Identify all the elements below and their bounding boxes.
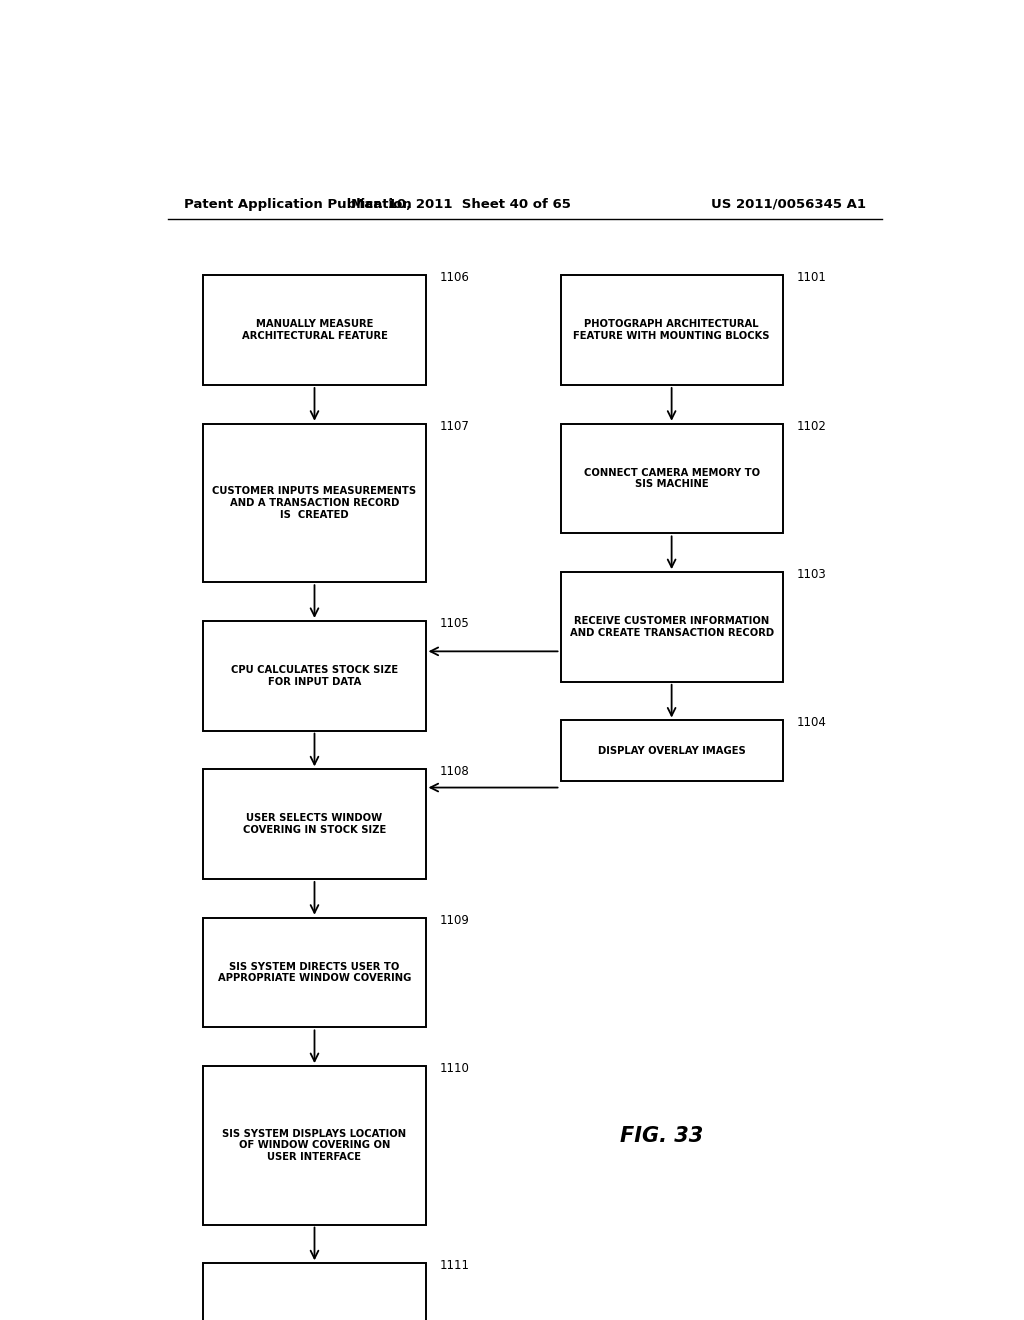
Text: 1101: 1101 — [797, 271, 826, 284]
Text: 1105: 1105 — [440, 616, 470, 630]
Text: CUSTOMER INPUTS MEASUREMENTS
AND A TRANSACTION RECORD
IS  CREATED: CUSTOMER INPUTS MEASUREMENTS AND A TRANS… — [212, 486, 417, 520]
Text: Patent Application Publication: Patent Application Publication — [183, 198, 412, 211]
FancyBboxPatch shape — [204, 1263, 426, 1320]
Text: CPU CALCULATES STOCK SIZE
FOR INPUT DATA: CPU CALCULATES STOCK SIZE FOR INPUT DATA — [231, 665, 398, 686]
Text: 1110: 1110 — [440, 1063, 470, 1074]
FancyBboxPatch shape — [204, 1067, 426, 1225]
FancyBboxPatch shape — [204, 424, 426, 582]
FancyBboxPatch shape — [560, 572, 782, 682]
Text: 1103: 1103 — [797, 568, 826, 581]
Text: 1108: 1108 — [440, 766, 470, 779]
FancyBboxPatch shape — [560, 721, 782, 781]
Text: USER SELECTS WINDOW
COVERING IN STOCK SIZE: USER SELECTS WINDOW COVERING IN STOCK SI… — [243, 813, 386, 836]
Text: 1102: 1102 — [797, 420, 826, 433]
FancyBboxPatch shape — [560, 424, 782, 533]
Text: 1111: 1111 — [440, 1259, 470, 1272]
Text: US 2011/0056345 A1: US 2011/0056345 A1 — [711, 198, 866, 211]
Text: DISPLAY OVERLAY IMAGES: DISPLAY OVERLAY IMAGES — [598, 746, 745, 756]
FancyBboxPatch shape — [204, 770, 426, 879]
Text: FIG. 33: FIG. 33 — [620, 1126, 703, 1146]
Text: CONNECT CAMERA MEMORY TO
SIS MACHINE: CONNECT CAMERA MEMORY TO SIS MACHINE — [584, 467, 760, 490]
Text: RECEIVE CUSTOMER INFORMATION
AND CREATE TRANSACTION RECORD: RECEIVE CUSTOMER INFORMATION AND CREATE … — [569, 616, 774, 638]
FancyBboxPatch shape — [560, 276, 782, 385]
Text: SIS SYSTEM DISPLAYS LOCATION
OF WINDOW COVERING ON
USER INTERFACE: SIS SYSTEM DISPLAYS LOCATION OF WINDOW C… — [222, 1129, 407, 1162]
Text: 1107: 1107 — [440, 420, 470, 433]
FancyBboxPatch shape — [204, 620, 426, 731]
Text: 1104: 1104 — [797, 717, 826, 730]
Text: Mar. 10, 2011  Sheet 40 of 65: Mar. 10, 2011 Sheet 40 of 65 — [351, 198, 571, 211]
FancyBboxPatch shape — [204, 276, 426, 385]
Text: SIS SYSTEM DIRECTS USER TO
APPROPRIATE WINDOW COVERING: SIS SYSTEM DIRECTS USER TO APPROPRIATE W… — [218, 962, 412, 983]
Text: PHOTOGRAPH ARCHITECTURAL
FEATURE WITH MOUNTING BLOCKS: PHOTOGRAPH ARCHITECTURAL FEATURE WITH MO… — [573, 319, 770, 341]
FancyBboxPatch shape — [204, 917, 426, 1027]
Text: 1106: 1106 — [440, 271, 470, 284]
Text: MANUALLY MEASURE
ARCHITECTURAL FEATURE: MANUALLY MEASURE ARCHITECTURAL FEATURE — [242, 319, 387, 341]
Text: 1109: 1109 — [440, 913, 470, 927]
